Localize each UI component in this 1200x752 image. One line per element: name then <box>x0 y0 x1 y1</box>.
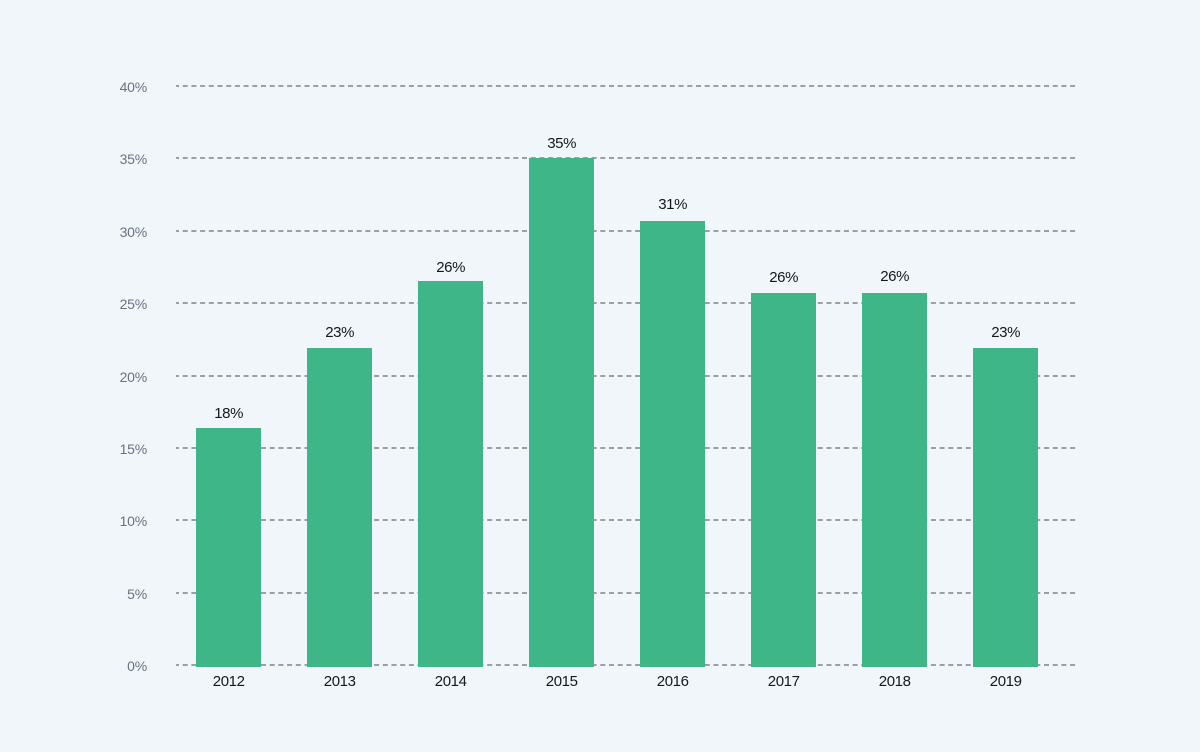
x-tick-label-2015: 2015 <box>545 673 578 691</box>
y-tick-label-15%: 15% <box>119 441 148 458</box>
x-tick-label-2013: 2013 <box>323 673 356 691</box>
y-tick-label-0%: 0% <box>127 658 147 675</box>
bar-2014 <box>418 281 484 667</box>
bar-value-label-2012: 18% <box>214 404 244 422</box>
x-tick-label-2012: 2012 <box>212 673 245 691</box>
x-tick-label-2017: 2017 <box>767 673 800 691</box>
bar-value-label-2013: 23% <box>325 323 355 341</box>
bar-2015 <box>529 158 595 667</box>
bar-value-label-2016: 31% <box>658 195 688 213</box>
bar-2012 <box>196 427 262 667</box>
x-tick-label-2016: 2016 <box>656 673 689 691</box>
bar-value-label-2017: 26% <box>769 268 799 286</box>
bar-value-label-2014: 26% <box>436 258 466 276</box>
y-tick-label-10%: 10% <box>119 513 148 530</box>
bar-2018 <box>862 292 928 667</box>
y-tick-label-5%: 5% <box>127 586 147 603</box>
y-tick-label-25%: 25% <box>119 296 148 313</box>
y-tick-label-20%: 20% <box>119 369 148 386</box>
bar-value-label-2019: 23% <box>991 323 1021 341</box>
bar-2017 <box>751 292 817 667</box>
x-tick-label-2018: 2018 <box>878 673 911 691</box>
y-tick-label-40%: 40% <box>119 79 148 96</box>
y-tick-label-35%: 35% <box>119 151 148 168</box>
y-tick-label-30%: 30% <box>119 224 148 241</box>
bar-2019 <box>973 348 1039 667</box>
bar-2013 <box>307 348 373 667</box>
bar-2016 <box>640 221 706 667</box>
x-tick-label-2019: 2019 <box>989 673 1022 691</box>
bar-value-label-2015: 35% <box>547 135 577 153</box>
bar-value-label-2018: 26% <box>880 268 910 286</box>
x-tick-label-2014: 2014 <box>434 673 467 691</box>
